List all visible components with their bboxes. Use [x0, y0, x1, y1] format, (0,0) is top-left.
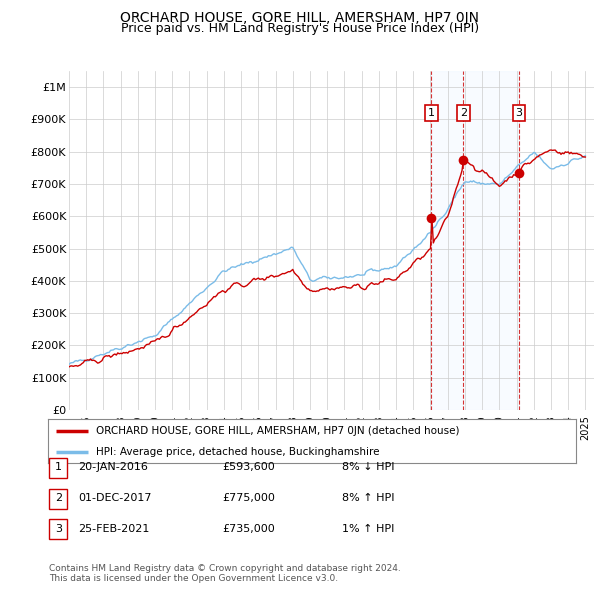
- Text: £593,600: £593,600: [222, 463, 275, 472]
- Text: 20-JAN-2016: 20-JAN-2016: [78, 463, 148, 472]
- Text: ORCHARD HOUSE, GORE HILL, AMERSHAM, HP7 0JN (detached house): ORCHARD HOUSE, GORE HILL, AMERSHAM, HP7 …: [95, 427, 459, 436]
- Text: 25-FEB-2021: 25-FEB-2021: [78, 524, 149, 533]
- Text: Contains HM Land Registry data © Crown copyright and database right 2024.
This d: Contains HM Land Registry data © Crown c…: [49, 563, 401, 583]
- Text: 2: 2: [460, 108, 467, 118]
- Text: 01-DEC-2017: 01-DEC-2017: [78, 493, 151, 503]
- Text: 8% ↓ HPI: 8% ↓ HPI: [342, 463, 395, 472]
- Text: £735,000: £735,000: [222, 524, 275, 533]
- Text: 1: 1: [428, 108, 435, 118]
- Text: 1: 1: [55, 463, 62, 472]
- Text: 2: 2: [55, 493, 62, 503]
- Text: 3: 3: [515, 108, 523, 118]
- Text: Price paid vs. HM Land Registry's House Price Index (HPI): Price paid vs. HM Land Registry's House …: [121, 22, 479, 35]
- Text: 8% ↑ HPI: 8% ↑ HPI: [342, 493, 395, 503]
- Text: HPI: Average price, detached house, Buckinghamshire: HPI: Average price, detached house, Buck…: [95, 447, 379, 457]
- Text: £775,000: £775,000: [222, 493, 275, 503]
- Bar: [431, 71, 519, 410]
- Text: 3: 3: [55, 524, 62, 533]
- Text: ORCHARD HOUSE, GORE HILL, AMERSHAM, HP7 0JN: ORCHARD HOUSE, GORE HILL, AMERSHAM, HP7 …: [121, 11, 479, 25]
- Text: 1% ↑ HPI: 1% ↑ HPI: [342, 524, 394, 533]
